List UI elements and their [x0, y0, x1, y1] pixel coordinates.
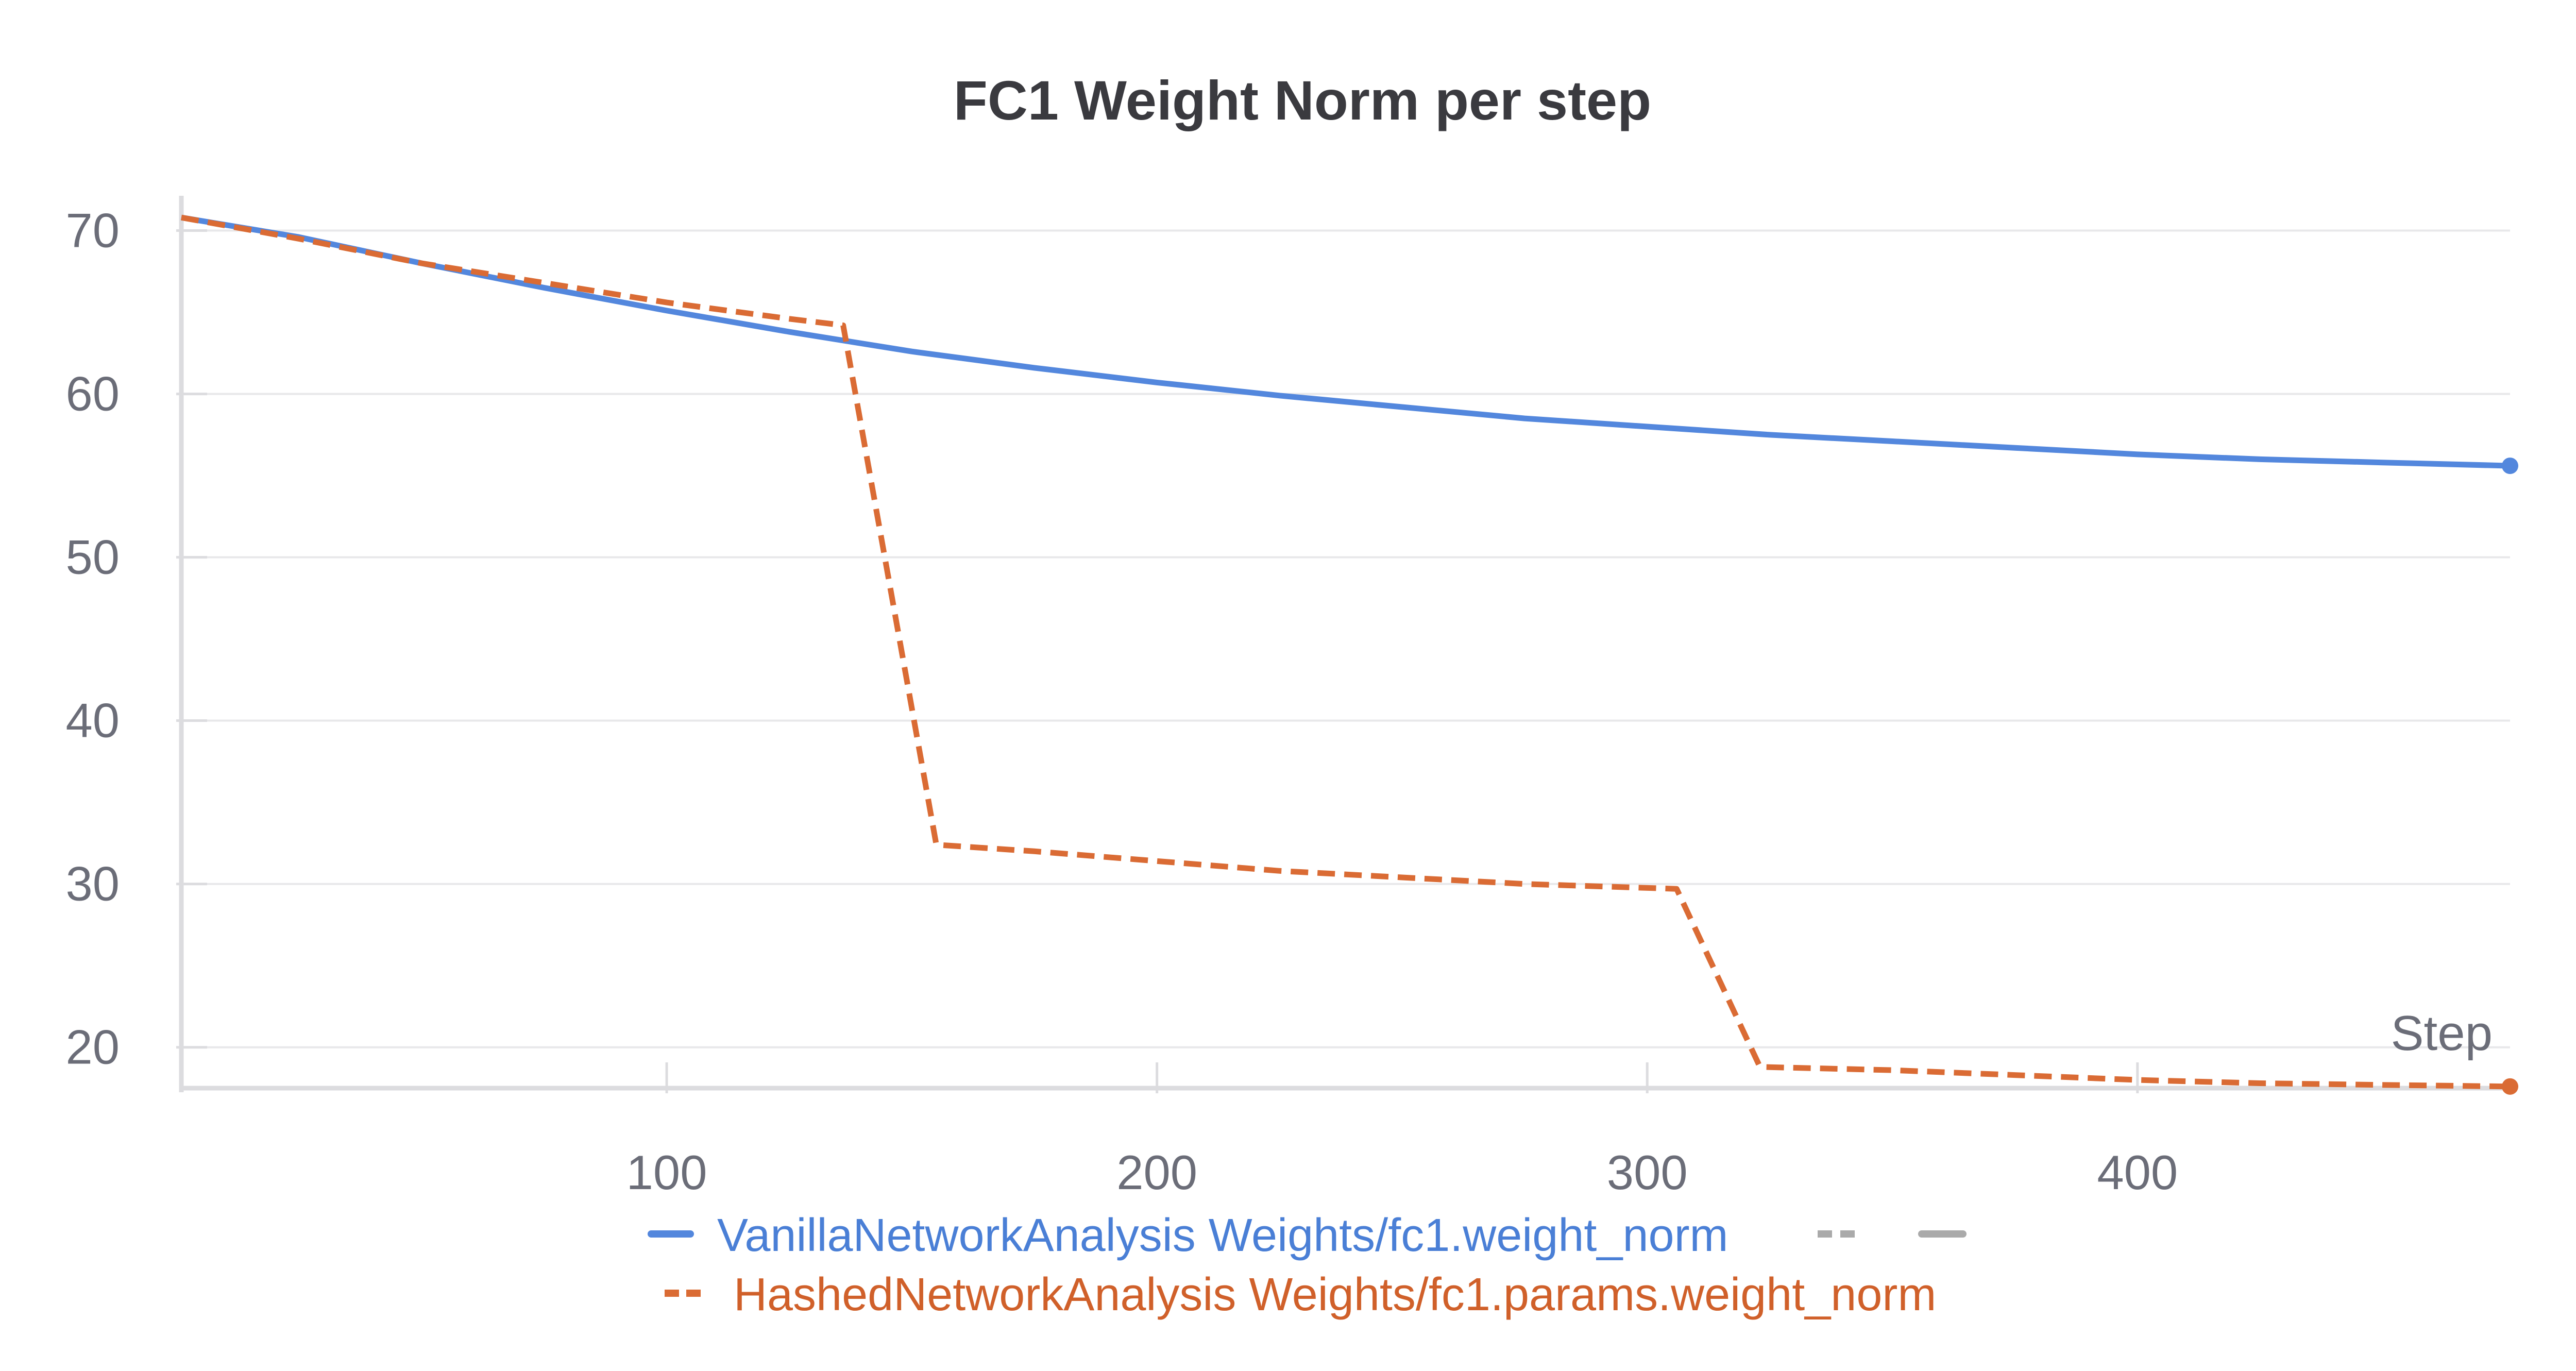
y-tick-label: 50 — [65, 530, 120, 584]
y-tick-label: 20 — [65, 1020, 120, 1074]
series-end-point-1 — [2502, 1078, 2518, 1095]
x-tick-label: 100 — [626, 1145, 707, 1199]
y-tick-label: 40 — [65, 693, 120, 748]
legend-label-hashed: HashedNetworkAnalysis Weights/fc1.params… — [734, 1269, 1936, 1321]
gridlines — [181, 229, 2510, 1048]
y-tick-label: 30 — [65, 857, 120, 911]
series-line-0 — [181, 214, 2511, 469]
y-tick-label: 60 — [65, 367, 120, 421]
series-lines — [181, 214, 2511, 1090]
y-tick-label: 70 — [65, 204, 120, 258]
series-end-markers — [2502, 458, 2518, 1095]
x-tick-label: 400 — [2097, 1145, 2178, 1199]
legend-label-vanilla: VanillaNetworkAnalysis Weights/fc1.weigh… — [717, 1210, 1728, 1261]
chart-title: FC1 Weight Norm per step — [954, 69, 1651, 131]
axes: 20 30 40 50 60 70 100 200 300 400 — [65, 196, 2510, 1199]
x-tick-label: 200 — [1116, 1145, 1197, 1199]
x-axis-label: Step — [2391, 1006, 2493, 1061]
series-line-1 — [181, 214, 2511, 1090]
legend: VanillaNetworkAnalysis Weights/fc1.weigh… — [648, 1210, 1967, 1321]
x-tick-label: 300 — [1607, 1145, 1688, 1199]
series-end-point-0 — [2502, 458, 2518, 475]
